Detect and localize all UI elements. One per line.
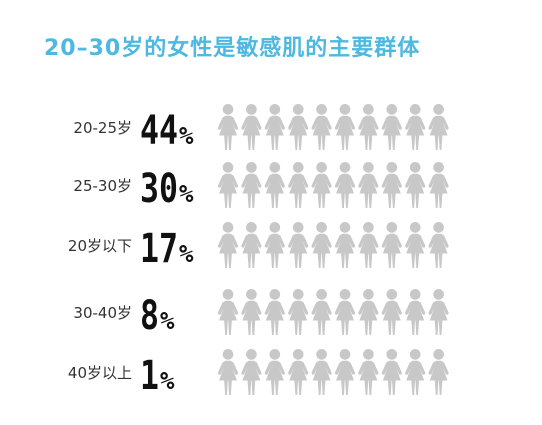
woman-icon — [428, 162, 449, 208]
woman-icon — [428, 289, 449, 335]
woman-icon — [358, 104, 379, 150]
woman-icon — [428, 222, 449, 268]
woman-icon — [287, 222, 309, 268]
chart-row: 25-30岁 30% — [73, 162, 449, 212]
woman-icon — [287, 289, 309, 335]
woman-icon — [217, 104, 239, 150]
woman-icon — [264, 289, 286, 335]
woman-icon — [241, 162, 262, 208]
woman-icon — [241, 349, 262, 395]
woman-icon — [358, 222, 379, 268]
woman-icon — [381, 349, 403, 395]
woman-icon — [358, 349, 379, 395]
woman-icon — [311, 162, 332, 208]
woman-icon — [334, 104, 356, 150]
woman-icon — [428, 349, 449, 395]
woman-icon — [287, 162, 309, 208]
woman-icon — [358, 162, 379, 208]
category-label: 20-25岁 — [73, 119, 132, 137]
chart-row: 30-40岁 8% — [73, 289, 449, 339]
chart-row: 20-25岁 44% — [73, 104, 449, 154]
woman-icon — [264, 349, 286, 395]
woman-icon — [287, 349, 309, 395]
woman-icon — [241, 104, 262, 150]
woman-icon — [381, 162, 403, 208]
woman-icon — [217, 349, 239, 395]
woman-icon — [404, 162, 426, 208]
woman-icon — [334, 162, 356, 208]
value-label: 1% — [140, 353, 175, 399]
chart-row: 40岁以上 1% — [68, 349, 449, 399]
woman-icon — [381, 289, 403, 335]
woman-icon — [311, 289, 332, 335]
woman-icon — [404, 289, 426, 335]
value-label: 30% — [140, 166, 194, 212]
woman-icon — [217, 222, 239, 268]
woman-icon — [311, 222, 332, 268]
woman-icon — [381, 104, 403, 150]
value-label: 8% — [140, 293, 175, 339]
woman-icon — [264, 104, 286, 150]
chart-title: 20–30岁的女性是敏感肌的主要群体 — [44, 36, 421, 61]
category-label: 40岁以上 — [68, 364, 132, 382]
woman-icon — [428, 104, 449, 150]
woman-icon — [334, 289, 356, 335]
woman-icon — [217, 162, 239, 208]
category-label: 25-30岁 — [73, 177, 132, 195]
woman-icon — [334, 349, 356, 395]
category-label: 30-40岁 — [73, 304, 132, 322]
chart-row: 20岁以下 17% — [68, 222, 449, 272]
woman-icon — [241, 222, 262, 268]
woman-icon — [264, 162, 286, 208]
woman-icon — [358, 289, 379, 335]
woman-icon — [381, 222, 403, 268]
woman-icon — [264, 222, 286, 268]
woman-icon — [241, 289, 262, 335]
woman-icon — [311, 349, 332, 395]
woman-icon — [404, 222, 426, 268]
woman-icon — [217, 289, 239, 335]
value-label: 44% — [140, 108, 194, 154]
woman-icon — [311, 104, 332, 150]
woman-icon — [287, 104, 309, 150]
value-label: 17% — [140, 226, 194, 272]
woman-icon — [334, 222, 356, 268]
woman-icon — [404, 104, 426, 150]
category-label: 20岁以下 — [68, 237, 132, 255]
woman-icon — [404, 349, 426, 395]
